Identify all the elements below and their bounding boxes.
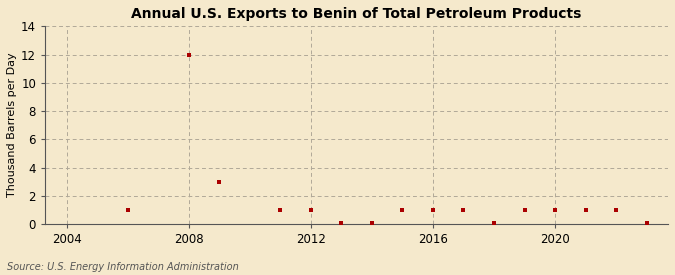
Point [549,208,560,212]
Point [367,221,377,225]
Point [458,208,469,212]
Point [489,221,500,225]
Point [641,221,652,225]
Point [336,221,347,225]
Y-axis label: Thousand Barrels per Day: Thousand Barrels per Day [7,53,17,197]
Point [519,208,530,212]
Point [397,208,408,212]
Point [183,52,194,57]
Point [611,208,622,212]
Point [122,208,133,212]
Point [305,208,316,212]
Point [427,208,438,212]
Point [275,208,286,212]
Point [580,208,591,212]
Title: Annual U.S. Exports to Benin of Total Petroleum Products: Annual U.S. Exports to Benin of Total Pe… [132,7,582,21]
Point [214,180,225,184]
Text: Source: U.S. Energy Information Administration: Source: U.S. Energy Information Administ… [7,262,238,272]
